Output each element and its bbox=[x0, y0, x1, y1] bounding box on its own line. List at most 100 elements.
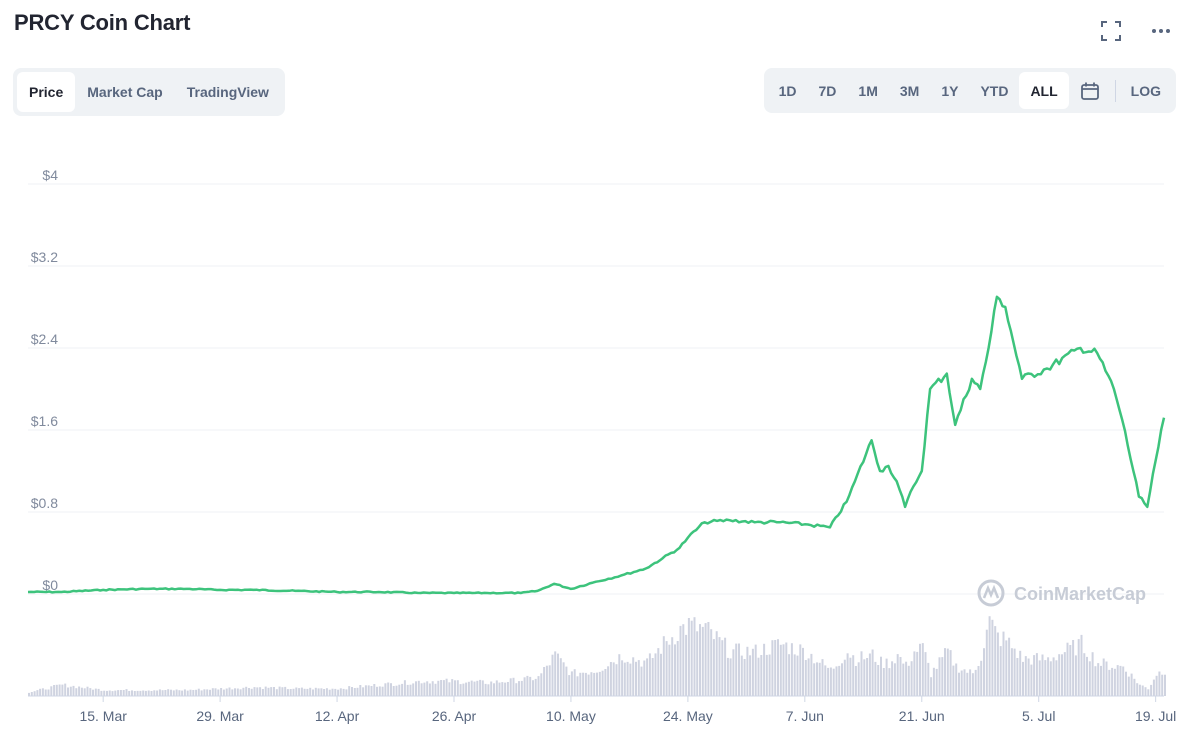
volume-bar bbox=[222, 689, 225, 696]
volume-bar bbox=[289, 689, 292, 696]
volume-bar bbox=[33, 691, 36, 696]
volume-bar bbox=[671, 637, 674, 696]
volume-bar bbox=[930, 677, 933, 696]
volume-bar bbox=[242, 687, 245, 696]
range-1m[interactable]: 1M bbox=[858, 82, 878, 99]
volume-bar bbox=[907, 665, 910, 696]
volume-bar bbox=[841, 663, 843, 696]
volume-bar bbox=[988, 616, 991, 696]
volume-bar bbox=[1074, 655, 1077, 696]
volume-bar bbox=[133, 691, 136, 696]
volume-bar bbox=[470, 680, 473, 696]
volume-bar bbox=[1061, 654, 1063, 696]
volume-bar bbox=[406, 684, 409, 696]
volume-bar bbox=[498, 682, 501, 696]
log-scale-toggle[interactable]: LOG bbox=[1130, 82, 1161, 99]
x-tick-label: 15. Mar bbox=[79, 708, 127, 724]
volume-bar bbox=[426, 681, 429, 696]
tab-price[interactable]: Price bbox=[17, 72, 76, 112]
volume-bar bbox=[802, 647, 804, 696]
volume-bar bbox=[256, 687, 259, 696]
volume-bar bbox=[573, 669, 576, 696]
volume-bar bbox=[1141, 685, 1144, 696]
volume-bar bbox=[467, 681, 470, 696]
more-dots-icon[interactable] bbox=[1148, 18, 1174, 44]
volume-bar bbox=[448, 682, 451, 696]
range-1y[interactable]: 1Y bbox=[941, 82, 959, 99]
volume-bar bbox=[1133, 678, 1136, 696]
volume-bar bbox=[1158, 671, 1161, 696]
volume-bar bbox=[657, 648, 660, 696]
volume-bar bbox=[459, 684, 462, 696]
volume-bar bbox=[437, 680, 440, 696]
volume-bar bbox=[248, 688, 250, 696]
volume-bar bbox=[234, 688, 236, 696]
tab-market-cap[interactable]: Market Cap bbox=[87, 84, 163, 100]
volume-bar bbox=[1024, 656, 1027, 696]
volume-bar bbox=[203, 689, 206, 696]
volume-bar bbox=[253, 687, 256, 696]
volume-bar bbox=[635, 661, 637, 696]
volume-bar bbox=[596, 672, 598, 696]
volume-bar bbox=[980, 660, 983, 696]
volume-bar bbox=[738, 643, 740, 696]
volume-bar bbox=[1144, 687, 1147, 696]
volume-bar bbox=[654, 653, 657, 696]
volume-bar bbox=[1091, 652, 1094, 696]
volume-bar bbox=[1019, 650, 1022, 696]
volume-bar bbox=[816, 662, 818, 696]
volume-bar bbox=[977, 666, 980, 696]
volume-bar bbox=[790, 643, 793, 696]
range-all[interactable]: ALL bbox=[1019, 72, 1069, 109]
volume-bar bbox=[86, 686, 89, 696]
volume-bar bbox=[1086, 656, 1088, 696]
volume-bar bbox=[604, 669, 607, 696]
volume-bar bbox=[192, 690, 195, 696]
volume-bar bbox=[785, 642, 788, 696]
range-ytd[interactable]: YTD bbox=[980, 82, 1009, 99]
volume-bar bbox=[28, 692, 30, 696]
range-7d[interactable]: 7D bbox=[818, 82, 837, 99]
volume-bar bbox=[1027, 658, 1030, 696]
volume-bar bbox=[512, 677, 515, 696]
volume-bar bbox=[607, 666, 610, 696]
volume-bar bbox=[139, 690, 142, 696]
volume-bar bbox=[250, 688, 253, 696]
volume-bar bbox=[1130, 673, 1133, 696]
fullscreen-icon[interactable] bbox=[1098, 18, 1124, 44]
volume-bar bbox=[651, 658, 654, 696]
volume-bar bbox=[891, 661, 894, 696]
volume-bar bbox=[454, 680, 456, 696]
volume-bar bbox=[211, 688, 214, 696]
volume-bar bbox=[969, 669, 972, 696]
volume-bar bbox=[938, 657, 941, 696]
volume-bar bbox=[1022, 661, 1024, 696]
volume-bar bbox=[941, 657, 944, 696]
volume-bar bbox=[846, 653, 849, 696]
range-3m[interactable]: 3M bbox=[899, 82, 920, 99]
range-selector: 1D 7D 1M 3M 1Y YTD ALL LOG bbox=[763, 68, 1176, 113]
volume-bar bbox=[334, 688, 337, 696]
volume-bar bbox=[1041, 654, 1044, 696]
volume-bar bbox=[777, 639, 779, 696]
volume-bar bbox=[442, 680, 445, 696]
volume-bar bbox=[78, 686, 81, 696]
volume-bar bbox=[490, 681, 493, 696]
volume-bar bbox=[506, 682, 509, 696]
range-1d[interactable]: 1D bbox=[778, 82, 797, 99]
volume-bar bbox=[771, 640, 774, 696]
volume-bar bbox=[944, 648, 946, 696]
tab-tradingview[interactable]: TradingView bbox=[186, 84, 269, 100]
coinmarketcap-logo-mark bbox=[982, 584, 1000, 599]
volume-bar bbox=[1058, 654, 1061, 696]
volume-bar bbox=[854, 666, 857, 696]
volume-bar bbox=[991, 619, 994, 696]
volume-bar bbox=[626, 661, 629, 696]
volume-bar bbox=[1055, 660, 1058, 696]
volume-bar bbox=[612, 662, 615, 696]
volume-bar bbox=[827, 667, 830, 696]
volume-bar bbox=[707, 622, 710, 696]
volume-bar bbox=[804, 660, 807, 696]
calendar-icon[interactable] bbox=[1069, 72, 1111, 109]
